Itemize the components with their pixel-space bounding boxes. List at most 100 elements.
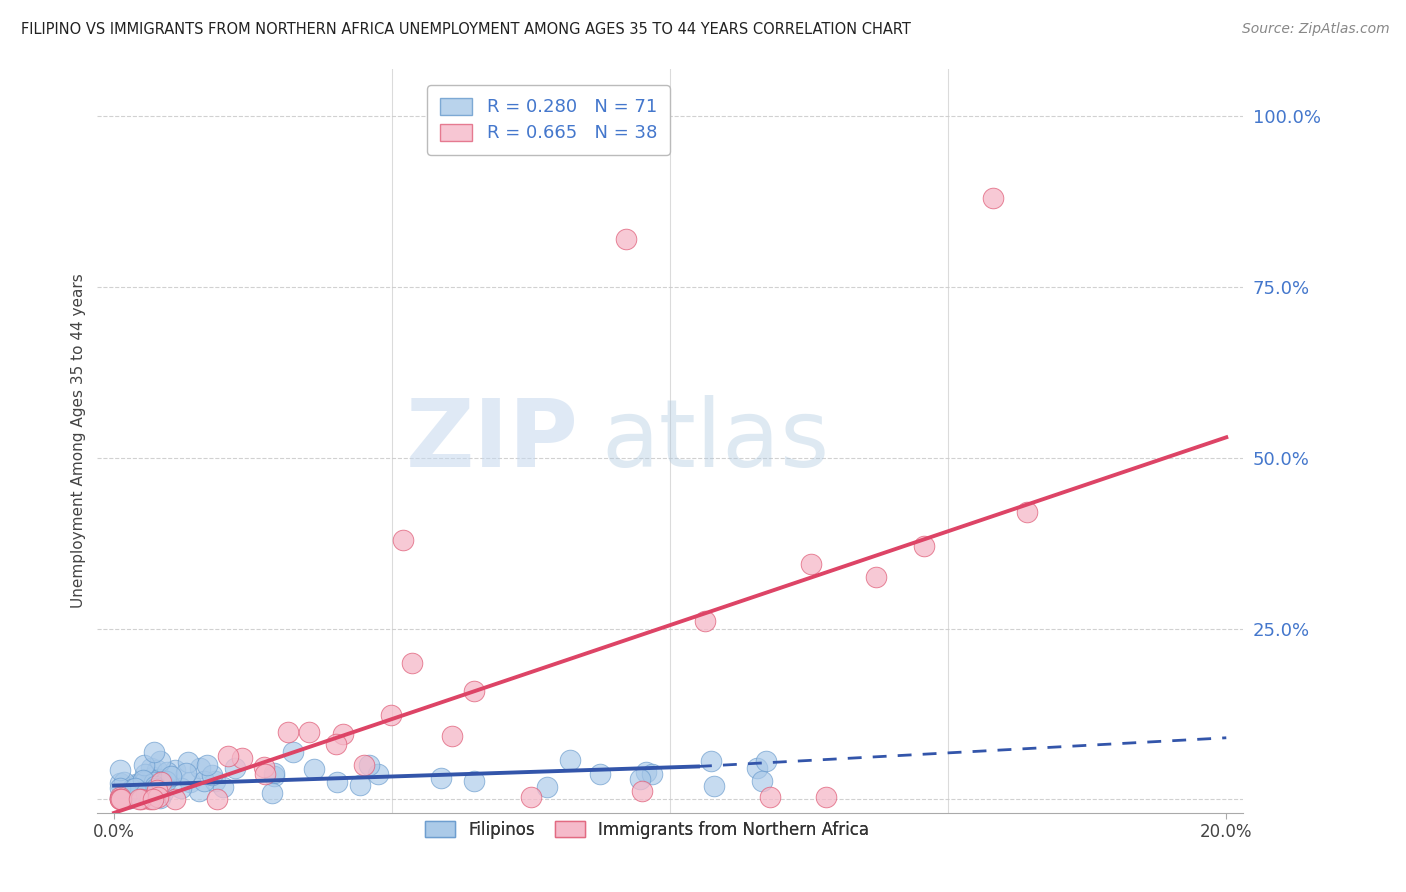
Point bbox=[440, 729, 463, 743]
Point bbox=[110, 791, 132, 805]
Point bbox=[165, 763, 187, 777]
Point bbox=[148, 772, 170, 787]
Point bbox=[641, 767, 664, 781]
Text: FILIPINO VS IMMIGRANTS FROM NORTHERN AFRICA UNEMPLOYMENT AMONG AGES 35 TO 44 YEA: FILIPINO VS IMMIGRANTS FROM NORTHERN AFR… bbox=[21, 22, 911, 37]
Point bbox=[759, 789, 782, 804]
Point bbox=[263, 765, 285, 780]
Point bbox=[145, 780, 167, 795]
Point bbox=[108, 789, 131, 804]
Point bbox=[700, 754, 723, 768]
Point bbox=[252, 760, 274, 774]
Point bbox=[139, 773, 162, 788]
Point bbox=[349, 778, 371, 792]
Point bbox=[121, 782, 143, 797]
Point bbox=[589, 767, 612, 781]
Point bbox=[148, 790, 170, 805]
Point bbox=[1017, 505, 1039, 519]
Point bbox=[174, 765, 197, 780]
Point bbox=[152, 777, 174, 791]
Point bbox=[108, 791, 131, 805]
Point bbox=[141, 770, 163, 784]
Point bbox=[179, 775, 201, 789]
Point bbox=[401, 657, 423, 671]
Point bbox=[118, 790, 141, 805]
Point bbox=[357, 758, 380, 772]
Point bbox=[187, 784, 209, 798]
Point bbox=[253, 766, 276, 780]
Point bbox=[332, 727, 354, 741]
Point bbox=[262, 786, 284, 800]
Point bbox=[981, 191, 1004, 205]
Point bbox=[129, 791, 152, 805]
Text: atlas: atlas bbox=[602, 395, 830, 487]
Point bbox=[142, 791, 165, 805]
Point bbox=[188, 761, 211, 775]
Point bbox=[128, 791, 150, 805]
Point bbox=[281, 745, 304, 759]
Point bbox=[149, 775, 172, 789]
Point bbox=[143, 774, 166, 789]
Point bbox=[693, 614, 716, 628]
Point bbox=[325, 737, 347, 751]
Point bbox=[177, 756, 200, 770]
Point bbox=[156, 765, 179, 780]
Point bbox=[138, 791, 160, 805]
Point bbox=[139, 790, 162, 805]
Point bbox=[108, 791, 131, 805]
Point bbox=[117, 787, 139, 801]
Point bbox=[118, 790, 141, 805]
Point bbox=[108, 780, 131, 795]
Point bbox=[865, 570, 887, 584]
Point bbox=[751, 774, 773, 789]
Point bbox=[628, 772, 651, 786]
Point bbox=[536, 780, 558, 795]
Point bbox=[302, 762, 325, 776]
Point bbox=[367, 766, 389, 780]
Legend: Filipinos, Immigrants from Northern Africa: Filipinos, Immigrants from Northern Afri… bbox=[419, 814, 876, 846]
Point bbox=[152, 785, 174, 799]
Y-axis label: Unemployment Among Ages 35 to 44 years: Unemployment Among Ages 35 to 44 years bbox=[72, 273, 86, 608]
Text: Source: ZipAtlas.com: Source: ZipAtlas.com bbox=[1241, 22, 1389, 37]
Point bbox=[703, 779, 725, 793]
Point bbox=[132, 773, 155, 788]
Point bbox=[520, 789, 543, 804]
Point bbox=[193, 773, 215, 788]
Point bbox=[135, 786, 157, 800]
Point bbox=[217, 748, 239, 763]
Point bbox=[614, 232, 637, 246]
Point bbox=[124, 777, 146, 791]
Point bbox=[170, 780, 193, 795]
Point bbox=[380, 708, 402, 723]
Point bbox=[392, 533, 415, 547]
Point bbox=[263, 769, 285, 783]
Point bbox=[201, 768, 224, 782]
Point bbox=[134, 774, 156, 789]
Point bbox=[204, 774, 226, 789]
Point bbox=[463, 684, 485, 698]
Point bbox=[912, 539, 935, 553]
Point bbox=[143, 745, 166, 759]
Point bbox=[146, 783, 169, 797]
Point bbox=[134, 758, 156, 772]
Point bbox=[128, 787, 150, 801]
Text: ZIP: ZIP bbox=[406, 395, 578, 487]
Point bbox=[353, 757, 375, 772]
Point bbox=[211, 780, 233, 794]
Point bbox=[146, 763, 169, 777]
Point bbox=[108, 763, 131, 777]
Point bbox=[195, 757, 218, 772]
Point bbox=[463, 774, 485, 789]
Point bbox=[814, 789, 837, 804]
Point bbox=[143, 779, 166, 793]
Point bbox=[108, 776, 131, 790]
Point bbox=[138, 789, 160, 803]
Point bbox=[745, 761, 768, 775]
Point bbox=[139, 761, 162, 775]
Point bbox=[159, 769, 181, 783]
Point bbox=[277, 725, 299, 739]
Point bbox=[298, 725, 321, 739]
Point bbox=[108, 790, 131, 805]
Point bbox=[112, 775, 135, 789]
Point bbox=[430, 772, 453, 786]
Point bbox=[205, 791, 228, 805]
